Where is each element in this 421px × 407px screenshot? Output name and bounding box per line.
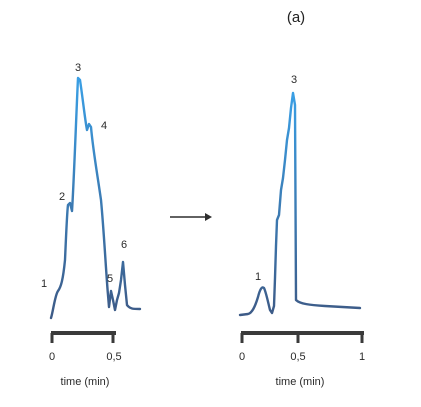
left-axis-tick-label-05: 0,5 — [106, 351, 121, 363]
left-peak-label-4: 4 — [101, 120, 107, 132]
left-peak-label-5: 5 — [107, 273, 113, 285]
right-arrow-icon — [170, 213, 212, 221]
right-axis-label: time (min) — [276, 376, 325, 388]
right-chromatogram-trace — [238, 91, 362, 317]
right-peak-label-3: 3 — [291, 74, 297, 86]
left-peak-label-3: 3 — [75, 62, 81, 74]
left-chromatogram: 0 0,5 time (min) 1 2 3 4 5 6 — [41, 62, 142, 388]
left-peak-label-1: 1 — [41, 278, 47, 290]
right-axis-tick-label-0: 0 — [239, 351, 245, 363]
left-axis-tick-label-0: 0 — [49, 351, 55, 363]
right-axis-tick-label-1: 1 — [359, 351, 365, 363]
left-axis-label: time (min) — [61, 376, 110, 388]
left-peak-label-6: 6 — [121, 239, 127, 251]
right-axis-tick-label-05: 0,5 — [290, 351, 305, 363]
left-chromatogram-trace — [49, 76, 142, 320]
right-peak-label-1: 1 — [255, 271, 261, 283]
right-chromatogram: 0 0,5 1 time (min) 1 3 — [238, 74, 365, 388]
left-peak-label-2: 2 — [59, 191, 65, 203]
figure-title: (a) — [287, 9, 305, 26]
